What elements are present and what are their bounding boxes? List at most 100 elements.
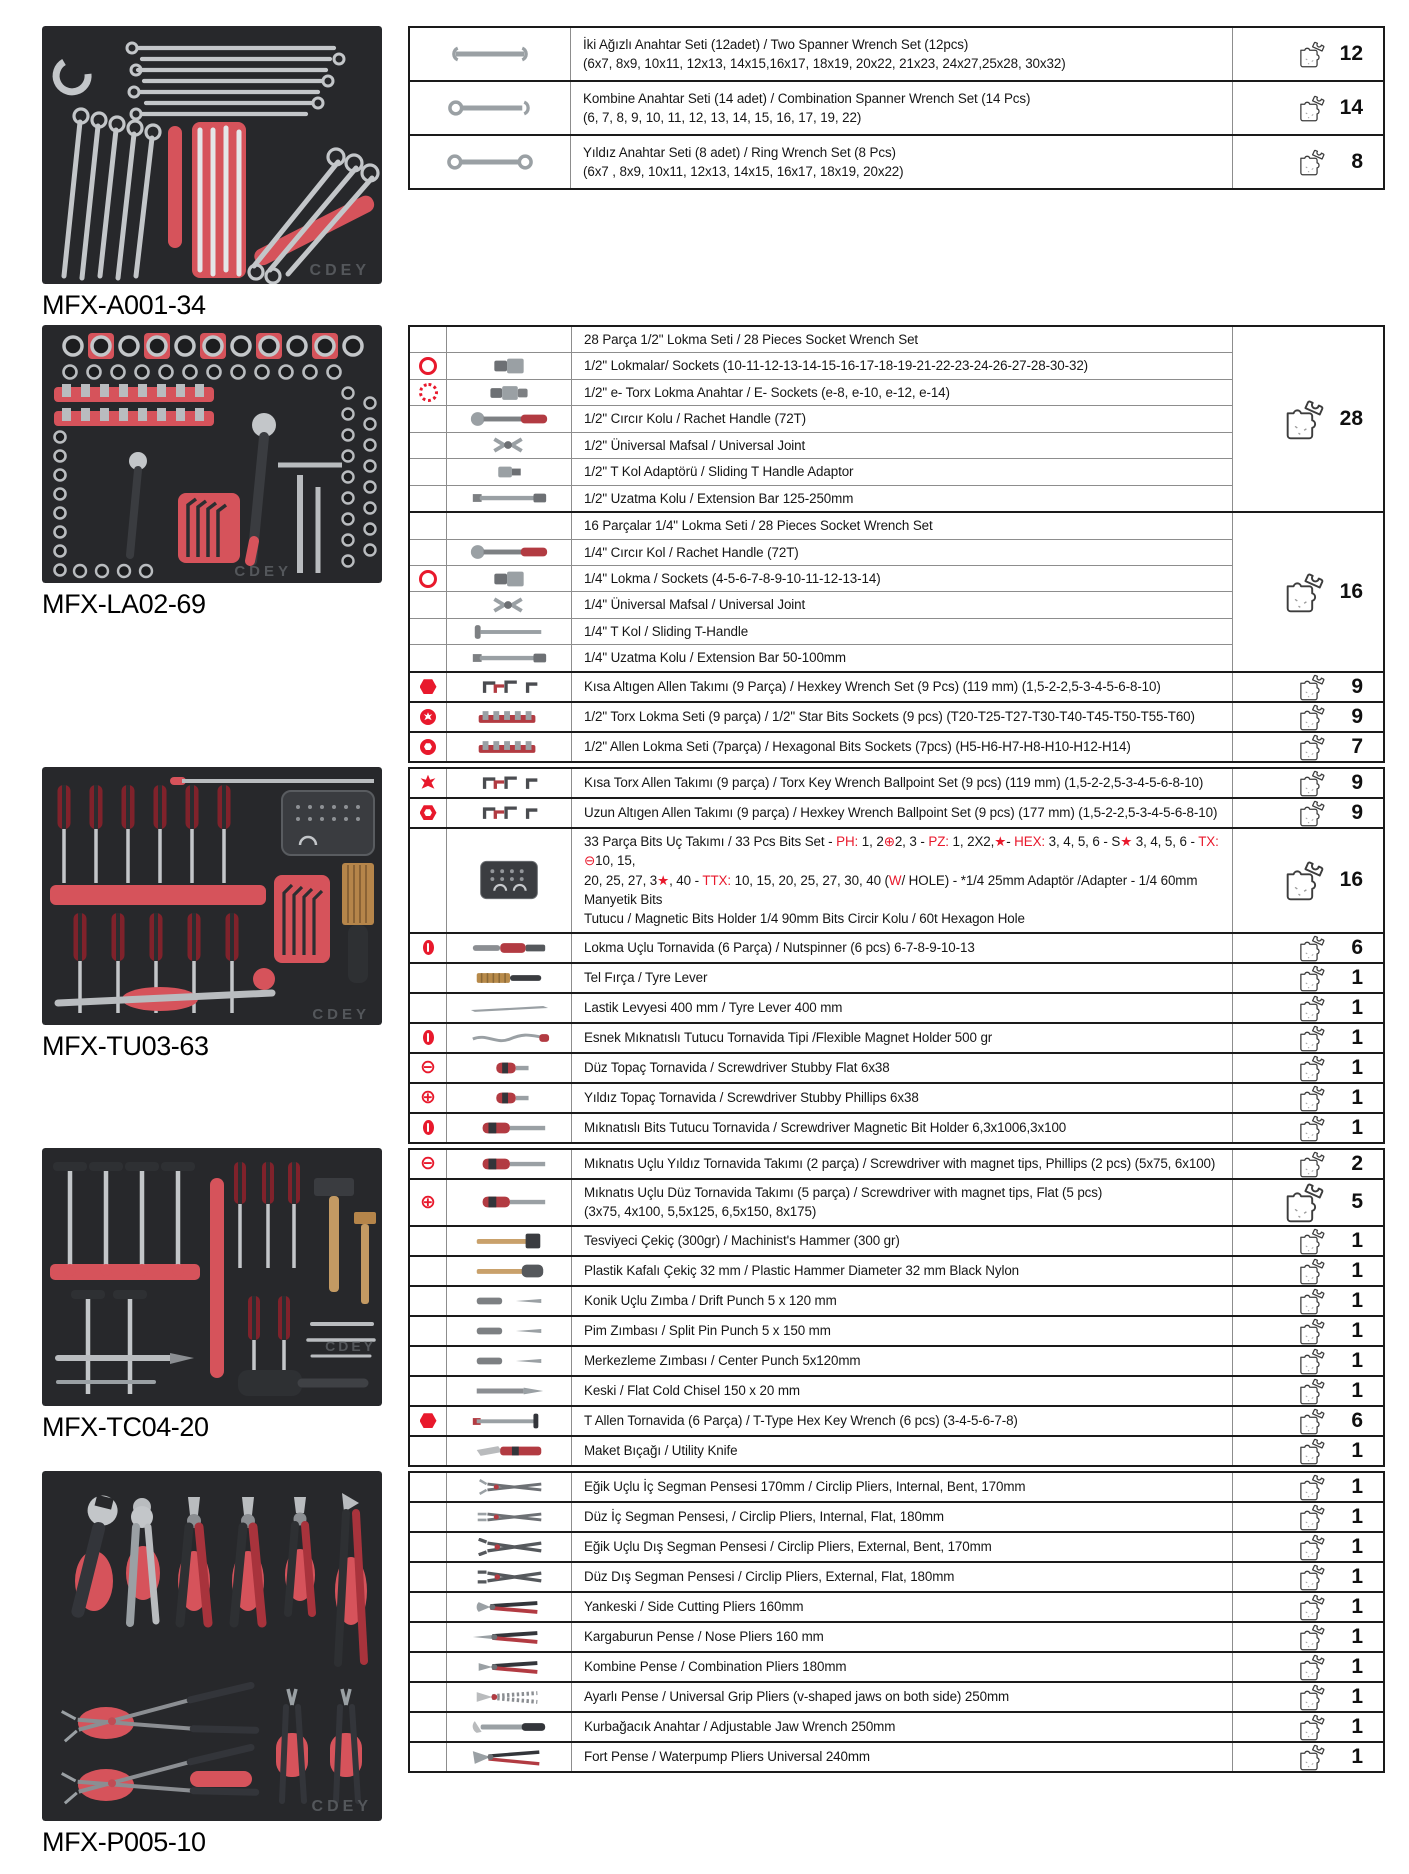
tool-thumbnail-cell	[447, 963, 572, 992]
product-code: MFX-LA02-69	[42, 589, 206, 619]
type-icon-cell	[410, 1562, 447, 1591]
product-row-pliers-set: CDEY MFX-P005-10 Eğik Uçlu İç Segman Pen…	[42, 1470, 1385, 1858]
item-description: Plastik Kafalı Çekiç 32 mm / Plastic Ham…	[584, 1263, 1020, 1279]
tool-thumbnail-cell	[447, 1622, 572, 1651]
socket-tip-icon	[422, 1030, 434, 1046]
table-group: Lokma Uçlu Tornavida (6 Parça) / Nutspin…	[410, 933, 1383, 964]
screwdriver-thumb	[482, 1122, 546, 1134]
quantity-value: 1	[1351, 1055, 1363, 1079]
puzzle-count-icon	[1280, 1181, 1326, 1223]
type-icon-cell	[410, 539, 447, 565]
quantity-cell: 1	[1232, 1316, 1383, 1345]
type-icon-cell	[410, 1742, 447, 1771]
quantity-cell: 28	[1232, 327, 1383, 512]
item-description: Esnek Mıknatıslı Tutucu Tornavida Tipi /…	[584, 1030, 993, 1046]
item-description: Fort Pense / Waterpump Pliers Universal …	[584, 1749, 870, 1765]
tool-thumbnail-cell	[447, 672, 572, 701]
ratchet-thumb	[470, 412, 548, 426]
table-row: Keski / Flat Cold Chisel 150 x 20 mm	[410, 1376, 1232, 1405]
quantity-value: 9	[1351, 704, 1363, 728]
quantity-cell: 1	[1232, 1712, 1383, 1741]
tallen-thumb	[472, 1413, 539, 1429]
puzzle-count-icon	[1296, 1437, 1326, 1465]
tool-thumbnail-cell	[447, 1226, 572, 1255]
puzzle-count-icon	[1296, 1713, 1326, 1741]
puzzle-count-icon	[1280, 571, 1326, 613]
table-group: Eğik Uçlu Dış Segman Pensesi / Circlip P…	[410, 1532, 1383, 1563]
adjustable-wrench-thumb	[472, 1720, 546, 1733]
brush-thumb	[476, 972, 542, 983]
table-row: Kurbağacık Anahtar / Adjustable Jaw Wren…	[410, 1712, 1232, 1741]
type-icon-cell	[410, 798, 447, 827]
item-description: 28 Parça 1/2" Lokma Seti / 28 Pieces Soc…	[584, 332, 919, 347]
quantity-value: 1	[1351, 1534, 1363, 1558]
table-row: ⊖ Düz Topaç Tornavida / Screwdriver Stubb…	[410, 1053, 1232, 1082]
type-icon-cell	[410, 1286, 447, 1315]
type-icon-cell	[410, 1502, 447, 1531]
quantity-cell: 1	[1232, 1113, 1383, 1142]
grip-pliers-thumb	[476, 1690, 538, 1704]
puzzle-count-icon	[1296, 94, 1326, 122]
product-row-thandle-set: CDEY MFX-TC04-20 ⊖ Mıknatıs Uçlu Yıldız T…	[42, 1147, 1385, 1467]
stubby-thumb	[496, 1062, 529, 1074]
quantity-value: 28	[1339, 407, 1363, 431]
thandle-thumb	[474, 624, 542, 639]
quantity-value: 14	[1339, 96, 1363, 119]
puzzle-count-icon	[1296, 1227, 1326, 1255]
item-description: Mıknatıslı Bits Tutucu Tornavida / Screw…	[584, 1120, 1067, 1136]
quantity-value: 1	[1351, 1115, 1363, 1139]
type-icon-cell	[410, 1592, 447, 1621]
type-icon-cell	[410, 432, 447, 459]
knife-thumb	[476, 1445, 542, 1456]
table-row: Pim Zımbası / Split Pin Punch 5 x 150 mm	[410, 1316, 1232, 1345]
type-icon-cell	[410, 1472, 447, 1501]
tray-photo-pliers-set: CDEY	[42, 1470, 382, 1821]
type-icon-cell	[410, 1316, 447, 1345]
table-group: Konik Uçlu Zımba / Drift Punch 5 x 120 m…	[410, 1286, 1383, 1317]
item-description: Tesviyeci Çekiç (300gr) / Machinist's Ha…	[584, 1233, 900, 1249]
table-row: 1/4" T Kol / Sliding T-Handle	[410, 618, 1232, 646]
tool-thumbnail-cell	[447, 702, 572, 731]
table-row: 1/4" Lokma / Sockets (4-5-6-7-8-9-10-11-…	[410, 565, 1232, 593]
tool-thumbnail-cell	[447, 1286, 572, 1315]
quantity-value: 1	[1351, 1228, 1363, 1252]
tool-thumbnail-cell	[447, 1502, 572, 1531]
quantity-cell: 9	[1232, 702, 1383, 731]
table-group: Pim Zımbası / Split Pin Punch 5 x 150 mm…	[410, 1316, 1383, 1347]
tool-thumbnail-cell	[447, 618, 572, 645]
table-group: T Allen Tornavida (6 Parça) / T-Type Hex…	[410, 1406, 1383, 1437]
table-row: Eğik Uçlu Dış Segman Pensesi / Circlip P…	[410, 1532, 1232, 1561]
hex-filled-icon	[419, 1413, 437, 1429]
table-group: ⊕ Yıldız Topaç Tornavida / Screwdriver St…	[410, 1083, 1383, 1114]
item-description: T Allen Tornavida (6 Parça) / T-Type Hex…	[584, 1413, 1018, 1429]
spec-table-sockets: 28 Parça 1/2" Lokma Seti / 28 Pieces Soc…	[408, 325, 1385, 763]
product-row-socket-set: CDEY MFX-LA02-69 28 Parça 1/2" Lokma Set…	[42, 325, 1385, 763]
quantity-cell: 1	[1232, 1682, 1383, 1711]
circlip-flat-thumb	[477, 1512, 542, 1522]
tool-thumbnail-cell	[447, 1179, 572, 1225]
circlip-ext-flat-thumb	[477, 1570, 542, 1584]
quantity-cell: 7	[1232, 732, 1383, 761]
type-icon-cell	[410, 645, 447, 671]
item-description: Maket Bıçağı / Utility Knife	[584, 1443, 738, 1459]
puzzle-count-icon	[1296, 1623, 1326, 1651]
tool-thumbnail-cell	[447, 1256, 572, 1285]
tool-thumbnail-cell	[447, 353, 572, 379]
table-group: ⊖ Düz Topaç Tornavida / Screwdriver Stubb…	[410, 1053, 1383, 1084]
product-code: MFX-TC04-20	[42, 1411, 209, 1442]
quantity-value: 1	[1351, 1258, 1363, 1282]
item-description: İki Ağızlı Anahtar Seti (12adet) / Two S…	[583, 36, 1066, 71]
type-icon-cell	[410, 1682, 447, 1711]
item-description: Kısa Altıgen Allen Takımı (9 Parça) / He…	[584, 678, 1161, 694]
quantity-cell: 9	[1232, 798, 1383, 827]
quantity-value: 1	[1351, 1504, 1363, 1528]
table-group: 33 Parça Bits Uç Takımı / 33 Pcs Bits Se…	[410, 828, 1383, 934]
quantity-cell: 6	[1232, 933, 1383, 962]
quantity-cell: 2	[1232, 1149, 1383, 1178]
table-row: 1/2" T Kol Adaptörü / Sliding T Handle A…	[410, 459, 1232, 486]
tool-thumbnail-cell	[447, 993, 572, 1022]
item-description: Yıldız Anahtar Seti (8 adet) / Ring Wren…	[583, 144, 904, 179]
tool-thumbnail-cell	[447, 485, 572, 512]
hexkeys-thumb	[482, 806, 538, 819]
quantity-cell: 5	[1232, 1179, 1383, 1225]
